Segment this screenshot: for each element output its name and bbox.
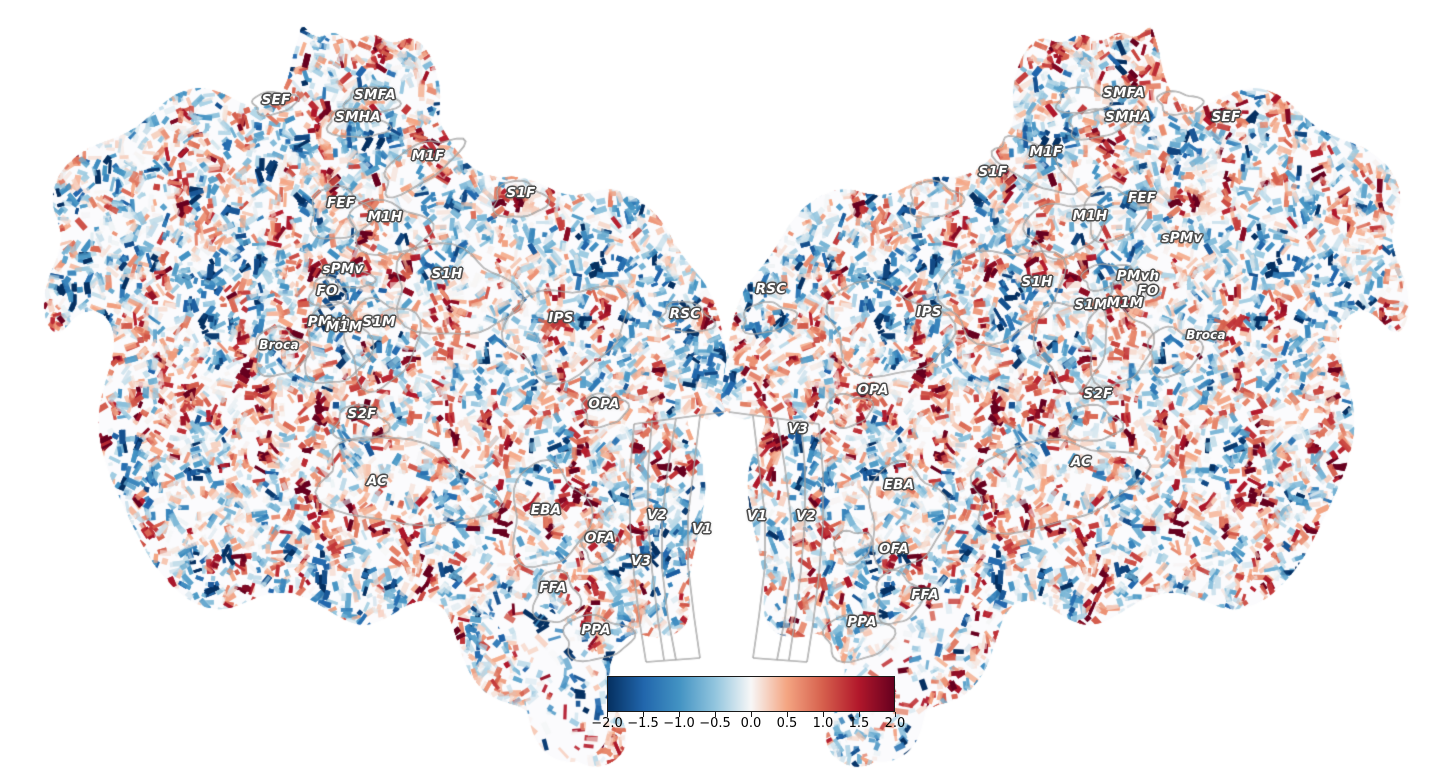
colorbar-tick-label: −0.5 <box>699 716 731 731</box>
colorbar-tick-mark <box>859 712 861 717</box>
colorbar-gradient <box>607 676 895 712</box>
colorbar-tick-label: 0.0 <box>740 716 762 731</box>
colorbar-tick-mark <box>679 712 681 717</box>
colorbar-tick-mark <box>787 712 789 717</box>
colorbar-tick-mark <box>715 712 717 717</box>
colorbar-tick-label: −2.0 <box>591 716 623 731</box>
colorbar-tick-mark <box>643 712 645 717</box>
colorbar-tick-mark <box>895 712 897 717</box>
colorbar-tick-mark <box>823 712 825 717</box>
colorbar-tick-mark <box>607 712 609 717</box>
colorbar-tick-label: 1.0 <box>812 716 834 731</box>
colorbar-tick-mark <box>751 712 753 717</box>
colorbar-tick-label: −1.0 <box>663 716 695 731</box>
colorbar <box>607 676 895 712</box>
colorbar-tick-label: 2.0 <box>884 716 906 731</box>
colorbar-tick-label: 1.5 <box>848 716 870 731</box>
colorbar-tick-label: 0.5 <box>776 716 798 731</box>
colorbar-tick-label: −1.5 <box>627 716 659 731</box>
